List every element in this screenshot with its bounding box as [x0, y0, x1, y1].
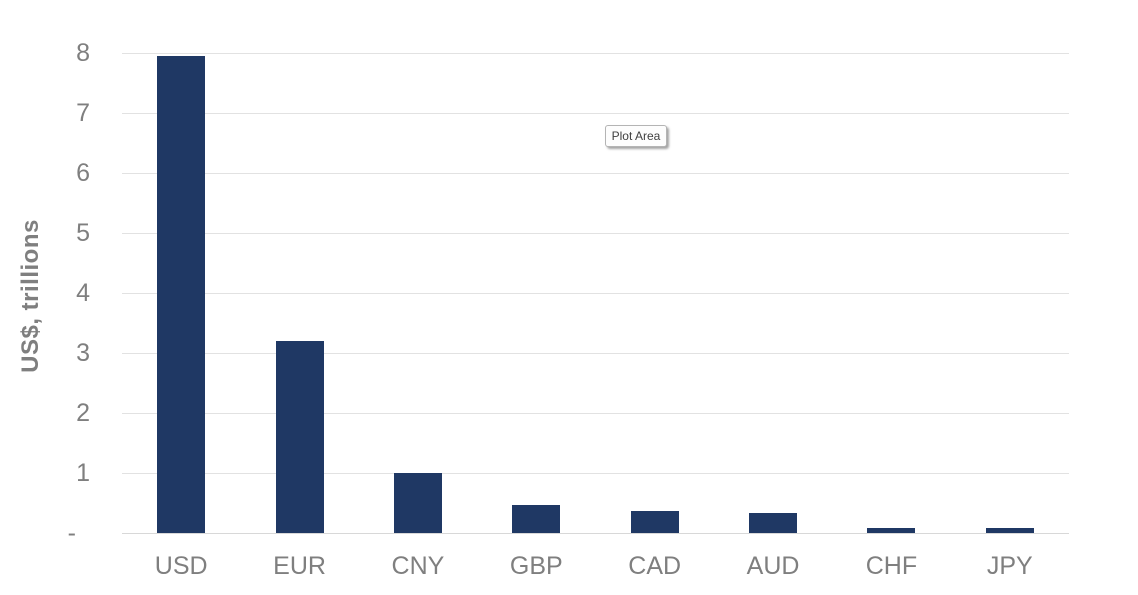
plot-area[interactable]	[122, 52, 1069, 534]
y-tick-label-3: 3	[76, 339, 90, 367]
x-axis-line	[122, 533, 1069, 534]
gridline-5	[122, 232, 1069, 234]
gridline-2	[122, 412, 1069, 414]
gridline-1	[122, 472, 1069, 474]
x-label-cad: CAD	[628, 552, 682, 580]
x-label-usd: USD	[154, 552, 208, 580]
gridline-8	[122, 52, 1069, 54]
x-label-eur: EUR	[273, 552, 326, 580]
bar-cny[interactable]	[393, 473, 442, 533]
x-label-jpy: JPY	[986, 552, 1033, 580]
y-tick-label-5: 5	[76, 219, 90, 247]
bar-cad[interactable]	[630, 511, 679, 533]
y-axis-ticks: 8 7 6 5 4 3 2 1 -	[0, 0, 90, 595]
y-tick-label-8: 8	[76, 39, 90, 67]
y-tick-label-6: 6	[76, 159, 90, 187]
gridline-6	[122, 172, 1069, 174]
plot-area-tooltip-label: Plot Area	[611, 129, 661, 143]
x-label-chf: CHF	[865, 552, 918, 580]
bar-usd[interactable]	[157, 56, 206, 533]
x-label-gbp: GBP	[509, 552, 563, 580]
bar-aud[interactable]	[749, 513, 798, 533]
bar-eur[interactable]	[275, 341, 324, 533]
x-label-aud: AUD	[746, 552, 800, 580]
bar-chf[interactable]	[867, 528, 916, 533]
bar-jpy[interactable]	[985, 528, 1034, 533]
y-tick-label-1: 1	[76, 459, 90, 487]
x-axis-labels: USD EUR CNY GBP CAD AUD CHF JPY	[122, 551, 1069, 585]
y-tick-label-2: 2	[76, 399, 90, 427]
y-tick-label-0: -	[67, 519, 76, 547]
gridline-3	[122, 352, 1069, 354]
y-tick-label-7: 7	[76, 99, 90, 127]
gridline-4	[122, 292, 1069, 294]
y-tick-label-4: 4	[76, 279, 90, 307]
x-label-cny: CNY	[391, 552, 445, 580]
gridline-7	[122, 112, 1069, 114]
plot-area-tooltip: Plot Area	[605, 125, 667, 147]
bar-gbp[interactable]	[512, 505, 561, 533]
